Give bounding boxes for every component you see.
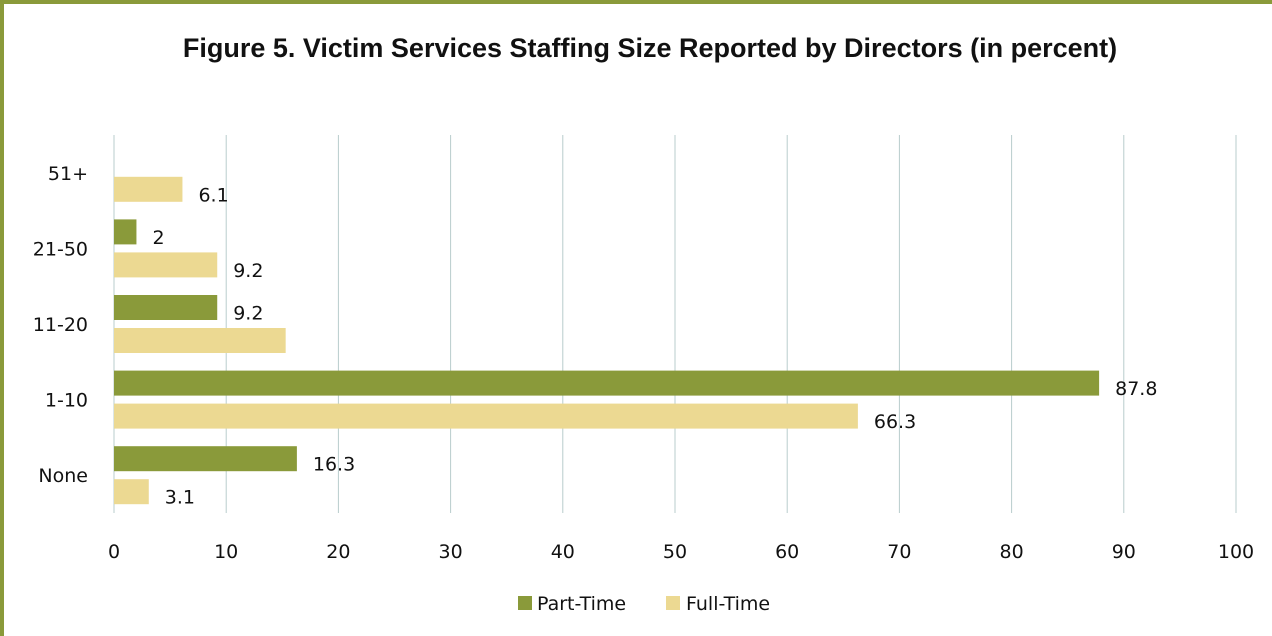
category-labels: 51+ 21-50 11-20 1-10 None bbox=[33, 163, 88, 487]
bar-full-time-1-10 bbox=[114, 403, 858, 429]
x-tick-label-50: 50 bbox=[663, 541, 687, 563]
legend-label-part-time: Part-Time bbox=[537, 593, 626, 615]
x-tick-label-80: 80 bbox=[1000, 541, 1024, 563]
category-label-51+: 51+ bbox=[48, 163, 88, 185]
legend-swatch-full-time bbox=[666, 596, 680, 610]
x-tick-label-90: 90 bbox=[1112, 541, 1136, 563]
bar-part-time-None bbox=[114, 446, 297, 472]
data-label-part-time-None: 16.3 bbox=[313, 454, 355, 476]
category-label-1-10: 1-10 bbox=[45, 390, 88, 412]
x-tick-label-70: 70 bbox=[887, 541, 911, 563]
bar-part-time-21-50 bbox=[114, 219, 137, 245]
bar-part-time-1-10 bbox=[114, 370, 1100, 396]
data-label-full-time-51+: 6.1 bbox=[198, 184, 228, 206]
data-label-full-time-21-50: 9.2 bbox=[233, 260, 263, 282]
data-label-part-time-1-10: 87.8 bbox=[1115, 378, 1157, 400]
legend: Part-Time Full-Time bbox=[518, 593, 770, 615]
x-tick-label-40: 40 bbox=[551, 541, 575, 563]
bars bbox=[114, 176, 1100, 505]
bar-full-time-21-50 bbox=[114, 252, 218, 278]
x-tick-label-30: 30 bbox=[439, 541, 463, 563]
category-label-11-20: 11-20 bbox=[33, 314, 88, 336]
x-tick-label-60: 60 bbox=[775, 541, 799, 563]
x-tick-label-20: 20 bbox=[326, 541, 350, 563]
bar-full-time-11-20 bbox=[114, 328, 286, 353]
x-tick-label-100: 100 bbox=[1218, 541, 1254, 563]
x-tick-label-10: 10 bbox=[214, 541, 238, 563]
legend-label-full-time: Full-Time bbox=[686, 593, 770, 615]
data-label-part-time-21-50: 2 bbox=[152, 227, 164, 249]
data-label-part-time-11-20: 9.2 bbox=[233, 303, 263, 325]
data-labels: 6.1 2 9.2 9.2 87.8 66.3 16.3 3.1 bbox=[152, 184, 1157, 508]
chart-title: Figure 5. Victim Services Staffing Size … bbox=[182, 33, 1118, 63]
x-tick-label-0: 0 bbox=[108, 541, 120, 563]
x-tick-labels: 0 10 20 30 40 50 60 70 80 90 100 bbox=[108, 541, 1254, 563]
bar-full-time-51+ bbox=[114, 176, 183, 202]
bar-full-time-None bbox=[114, 479, 149, 505]
category-label-21-50: 21-50 bbox=[33, 238, 88, 260]
data-label-full-time-None: 3.1 bbox=[165, 487, 195, 509]
bar-part-time-11-20 bbox=[114, 295, 218, 320]
legend-swatch-part-time bbox=[518, 596, 532, 610]
category-label-None: None bbox=[38, 465, 88, 487]
data-label-full-time-1-10: 66.3 bbox=[874, 411, 916, 433]
